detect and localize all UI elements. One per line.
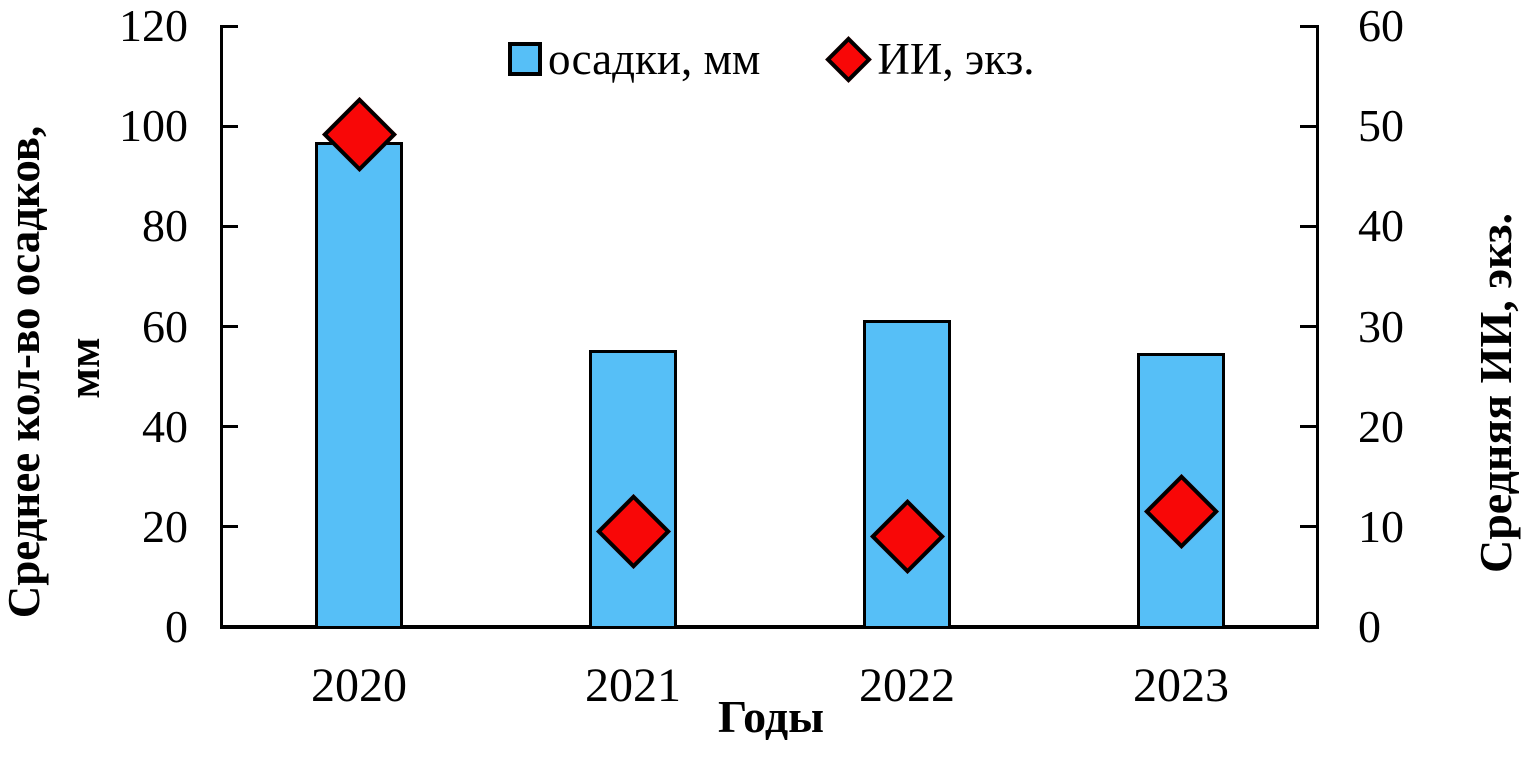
right-tick-0	[1300, 625, 1316, 629]
left-tick-label-60: 60	[142, 300, 188, 352]
legend-item-precipitation: осадки, мм	[508, 34, 760, 84]
right-tick-label-40: 40	[1358, 200, 1404, 252]
legend-label-precipitation: осадки, мм	[548, 34, 761, 84]
x-axis-line	[220, 625, 1319, 629]
x-label-2020: 2020	[311, 659, 407, 712]
left-tick-label-80: 80	[142, 200, 188, 252]
left-tick-60	[222, 325, 238, 328]
right-tick-50	[1300, 124, 1316, 128]
left-axis-title-line1: Среднее кол-во осадков,	[0, 125, 49, 619]
bar-2021	[589, 349, 677, 629]
left-tick-20	[222, 525, 238, 529]
right-tick-60	[1300, 24, 1316, 28]
left-tick-120	[222, 24, 238, 28]
left-tick-label-0: 0	[165, 601, 188, 652]
left-axis-line	[220, 25, 223, 629]
right-tick-40	[1300, 224, 1316, 228]
left-tick-0	[222, 625, 238, 629]
right-tick-10	[1300, 525, 1316, 529]
left-tick-80	[222, 224, 238, 228]
bar-2022	[863, 320, 951, 629]
legend-item-ii: ИИ, экз.	[824, 34, 1035, 84]
legend-square-marker-icon	[508, 42, 542, 76]
left-tick-label-20: 20	[142, 500, 188, 552]
legend-label-ii: ИИ, экз.	[877, 34, 1035, 84]
right-tick-30	[1300, 325, 1316, 328]
legend: осадки, мм ИИ, экз.	[508, 34, 1035, 84]
right-tick-label-20: 20	[1358, 400, 1404, 452]
right-tick-label-50: 50	[1358, 100, 1404, 152]
right-tick-label-10: 10	[1358, 500, 1404, 552]
right-axis-line	[1316, 25, 1319, 629]
right-axis-title: Средняя ИИ, экз.	[1470, 213, 1521, 573]
right-tick-label-0: 0	[1358, 601, 1381, 652]
left-axis-title-line2: мм	[59, 337, 109, 399]
left-tick-label-40: 40	[142, 400, 188, 452]
x-label-2022: 2022	[859, 659, 955, 712]
left-tick-40	[222, 425, 238, 429]
bar-2020	[315, 142, 403, 629]
left-tick-label-120: 120	[119, 0, 188, 51]
x-label-2021: 2021	[585, 659, 681, 712]
left-tick-100	[222, 124, 238, 128]
left-tick-label-100: 100	[119, 100, 188, 152]
x-label-2023: 2023	[1133, 659, 1229, 712]
right-tick-label-30: 30	[1358, 300, 1404, 352]
right-tick-label-60: 60	[1358, 0, 1404, 51]
right-tick-20	[1300, 425, 1316, 429]
x-axis-title: Годы	[717, 691, 825, 742]
legend-diamond-marker-icon	[825, 35, 873, 83]
